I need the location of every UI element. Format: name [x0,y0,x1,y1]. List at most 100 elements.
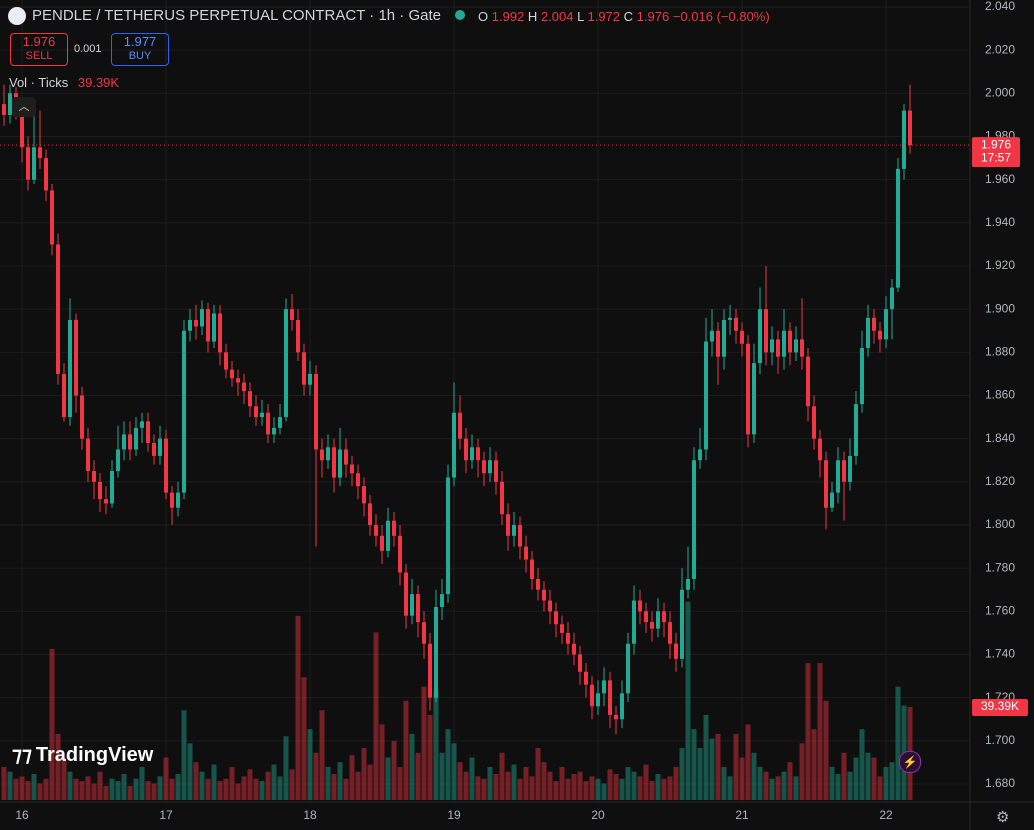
candle-body [56,244,60,374]
candle-body [422,622,426,644]
candle-body [110,471,114,504]
candle-body [776,339,780,357]
candle-body [128,434,132,450]
candle-body [578,654,582,672]
volume-bar [451,743,457,800]
volume-bar [625,766,631,800]
y-tick-label: 2.040 [985,0,1015,13]
candle-body [812,406,816,439]
volume-bar [211,764,217,800]
collapse-button[interactable]: ︿ [12,97,36,117]
volume-bar [661,778,667,800]
volume-bar [877,776,883,800]
candle-body [218,313,222,353]
candle-body [758,309,762,364]
alert-icon[interactable]: ⚡ [899,751,921,773]
symbol-title: PENDLE / TETHERUS PERPETUAL CONTRACT · 1… [32,7,441,24]
candle-body [440,594,444,608]
sell-button[interactable]: 1.976 SELL [10,33,68,66]
candle-body [452,412,456,478]
volume-bar [559,766,565,800]
h-value: 2.004 [540,9,574,24]
candle-body [176,492,180,508]
candle-body [842,460,846,482]
volume-bar [691,729,697,800]
volume-bar [583,781,589,800]
candle-body [584,671,588,685]
volume-bar [673,766,679,800]
volume-bar [727,776,733,800]
candle-body [170,492,174,508]
volume-bar [37,783,43,800]
candle-body [902,110,906,169]
candle-body [746,343,750,435]
sell-price: 1.976 [22,34,56,49]
candle-body [248,391,252,407]
volume-bar [325,766,331,800]
volume-bar [829,766,835,800]
settings-icon[interactable]: ⚙ [996,809,1010,826]
c-label: C [623,9,634,24]
candle-body [104,499,108,504]
candle-body [260,412,264,418]
candle-body [548,600,552,612]
volume-bar [565,778,571,800]
candle-body [542,589,546,601]
candle-body [428,643,432,698]
c-value: 1.976 [636,9,670,24]
volume-bar [643,764,649,800]
candle-body [698,449,702,461]
volume-bar [319,710,325,800]
candle-body [566,632,570,644]
volume-bar [235,783,241,800]
volume-bar [67,771,73,800]
y-tick-label: 1.920 [985,258,1015,272]
volume-bar [163,757,169,800]
candle-body [380,535,384,551]
volume-bar [127,785,133,800]
volume-bar [721,766,727,800]
candle-body [884,309,888,340]
volume-bar [343,778,349,800]
volume-bar [205,778,211,800]
volume-bar [157,776,163,800]
candle-body [704,341,708,450]
candle-body [272,427,276,435]
volume-bar [109,778,115,800]
candle-body [362,486,366,504]
candle-body [782,330,786,357]
candle-body [686,578,690,590]
volume-bar [403,700,409,800]
volume-bar [289,769,295,800]
candle-body [770,339,774,353]
buy-price: 1.977 [123,34,157,49]
candle-body [836,460,840,493]
volume-bar [517,778,523,800]
candle-body [416,594,420,623]
volume-bar [481,778,487,800]
status-dot [455,10,465,20]
candle-body [38,147,42,159]
symbol-icon[interactable] [8,7,26,25]
candle-body [182,330,186,493]
y-tick-label: 2.020 [985,42,1015,56]
volume-bar [151,783,157,800]
volume-bar [433,691,439,800]
volume-bar [349,755,355,800]
volume-bar [757,766,763,800]
candle-body [206,309,210,342]
candle-body [344,449,348,465]
volume-bar [859,729,865,800]
candle-body [458,412,462,439]
volume-bar [769,778,775,800]
volume-bar [253,778,259,800]
buy-button[interactable]: 1.977 BUY [111,33,169,66]
x-tick-label: 19 [447,808,461,822]
volume-bar [649,781,655,800]
volume-bar [577,771,583,800]
volume-bar [415,752,421,800]
candle-body [560,624,564,633]
candle-body [692,460,696,579]
y-tick-label: 1.940 [985,215,1015,229]
